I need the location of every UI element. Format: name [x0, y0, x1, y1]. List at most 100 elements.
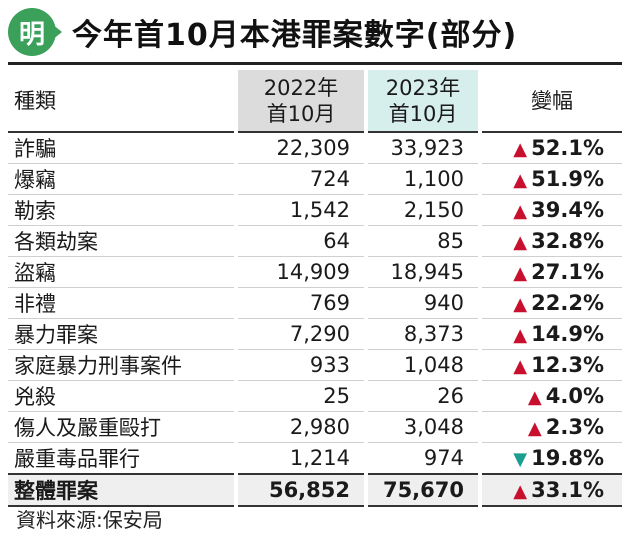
count-2022: 769 — [234, 287, 366, 319]
up-arrow-icon: ▲ — [513, 201, 528, 222]
up-arrow-icon: ▲ — [527, 387, 542, 408]
change-cell: ▲ 22.2% — [478, 287, 622, 319]
table-row: 家庭暴力刑事案件 933 1,048 ▲ 12.3% — [8, 349, 622, 381]
up-arrow-icon: ▲ — [513, 325, 528, 346]
crime-type: 兇殺 — [8, 380, 236, 412]
count-2023: 1,100 — [364, 163, 480, 195]
header-2023-line1: 2023年 — [385, 75, 461, 100]
count-2023: 940 — [364, 287, 480, 319]
header-2022: 2022年 首10月 — [234, 70, 366, 132]
header-2022-line1: 2022年 — [263, 75, 339, 100]
header-2023: 2023年 首10月 — [364, 70, 480, 132]
count-2022: 724 — [234, 163, 366, 195]
count-2023: 1,048 — [364, 349, 480, 381]
page-title: 今年首10月本港罪案數字(部分) — [72, 18, 518, 53]
count-2022: 2,980 — [234, 411, 366, 443]
total-2023: 75,670 — [364, 473, 480, 507]
count-2022: 22,309 — [234, 131, 366, 164]
table-row: 勒索 1,542 2,150 ▲ 39.4% — [8, 194, 622, 226]
crime-type: 爆竊 — [8, 163, 236, 195]
count-2023: 3,048 — [364, 411, 480, 443]
change-cell: ▲ 32.8% — [478, 225, 622, 257]
table-row: 非禮 769 940 ▲ 22.2% — [8, 287, 622, 319]
header: 明 今年首10月本港罪案數字(部分) — [8, 6, 622, 58]
table-header-row: 種類 2022年 首10月 2023年 首10月 變幅 — [8, 70, 622, 132]
change-cell: ▲ 12.3% — [478, 349, 622, 381]
count-2023: 18,945 — [364, 256, 480, 288]
count-2023: 8,373 — [364, 318, 480, 350]
header-change: 變幅 — [478, 70, 622, 132]
source-note: 資料來源:保安局 — [16, 508, 163, 532]
change-value: 19.8% — [531, 446, 604, 470]
total-change: ▲ 33.1% — [478, 473, 622, 507]
total-row: 整體罪案 56,852 75,670 ▲ 33.1% — [8, 473, 622, 507]
crime-stats-table: 種類 2022年 首10月 2023年 首10月 變幅 詐騙 22,309 33,9… — [8, 70, 622, 507]
change-value: 39.4% — [531, 198, 604, 222]
change-cell: ▲ 51.9% — [478, 163, 622, 195]
top-divider — [8, 62, 622, 65]
count-2023: 85 — [364, 225, 480, 257]
up-arrow-icon: ▲ — [513, 170, 528, 191]
total-2022: 56,852 — [234, 473, 366, 507]
crime-type: 詐騙 — [8, 131, 236, 164]
count-2023: 26 — [364, 380, 480, 412]
change-value: 27.1% — [531, 260, 604, 284]
change-value: 2.3% — [545, 415, 604, 439]
count-2023: 2,150 — [364, 194, 480, 226]
crime-type: 暴力罪案 — [8, 318, 236, 350]
up-arrow-icon: ▲ — [513, 294, 528, 315]
table-row: 傷人及嚴重毆打 2,980 3,048 ▲ 2.3% — [8, 411, 622, 443]
change-cell: ▲ 52.1% — [478, 131, 622, 164]
crime-type: 各類劫案 — [8, 225, 236, 257]
table-row: 兇殺 25 26 ▲ 4.0% — [8, 380, 622, 412]
header-2022-line2: 首10月 — [266, 101, 336, 126]
up-arrow-icon: ▲ — [513, 263, 528, 284]
total-change-value: 33.1% — [531, 478, 604, 502]
change-value: 12.3% — [531, 353, 604, 377]
table-row: 各類劫案 64 85 ▲ 32.8% — [8, 225, 622, 257]
up-arrow-icon: ▲ — [513, 232, 528, 253]
count-2022: 14,909 — [234, 256, 366, 288]
up-arrow-icon: ▲ — [513, 356, 528, 377]
table-row: 暴力罪案 7,290 8,373 ▲ 14.9% — [8, 318, 622, 350]
table-row: 詐騙 22,309 33,923 ▲ 52.1% — [8, 131, 622, 164]
change-value: 52.1% — [531, 136, 604, 160]
up-arrow-icon: ▲ — [513, 481, 528, 502]
header-2023-line2: 首10月 — [388, 101, 458, 126]
count-2023: 974 — [364, 442, 480, 475]
change-cell: ▼ 19.8% — [478, 442, 622, 475]
crime-type: 勒索 — [8, 194, 236, 226]
up-arrow-icon: ▲ — [513, 139, 528, 160]
up-arrow-icon: ▲ — [527, 418, 542, 439]
crime-type: 非禮 — [8, 287, 236, 319]
table-row: 爆竊 724 1,100 ▲ 51.9% — [8, 163, 622, 195]
header-type: 種類 — [14, 88, 56, 113]
ming-pao-logo: 明 — [8, 8, 62, 56]
change-value: 51.9% — [531, 167, 604, 191]
table-row: 盜竊 14,909 18,945 ▲ 27.1% — [8, 256, 622, 288]
count-2022: 1,214 — [234, 442, 366, 475]
count-2022: 1,542 — [234, 194, 366, 226]
table-row: 嚴重毒品罪行 1,214 974 ▼ 19.8% — [8, 442, 622, 475]
down-arrow-icon: ▼ — [513, 449, 528, 470]
change-cell: ▲ 4.0% — [478, 380, 622, 412]
change-cell: ▲ 2.3% — [478, 411, 622, 443]
crime-type: 家庭暴力刑事案件 — [8, 349, 236, 381]
change-value: 14.9% — [531, 322, 604, 346]
count-2022: 933 — [234, 349, 366, 381]
count-2022: 7,290 — [234, 318, 366, 350]
logo-text: 明 — [18, 19, 45, 50]
change-cell: ▲ 14.9% — [478, 318, 622, 350]
crime-type: 嚴重毒品罪行 — [8, 442, 236, 475]
change-value: 22.2% — [531, 291, 604, 315]
count-2022: 64 — [234, 225, 366, 257]
crime-type: 傷人及嚴重毆打 — [8, 411, 236, 443]
change-value: 4.0% — [545, 384, 604, 408]
change-cell: ▲ 27.1% — [478, 256, 622, 288]
change-cell: ▲ 39.4% — [478, 194, 622, 226]
count-2023: 33,923 — [364, 131, 480, 164]
count-2022: 25 — [234, 380, 366, 412]
crime-type: 盜竊 — [8, 256, 236, 288]
total-type: 整體罪案 — [8, 473, 236, 507]
change-value: 32.8% — [531, 229, 604, 253]
